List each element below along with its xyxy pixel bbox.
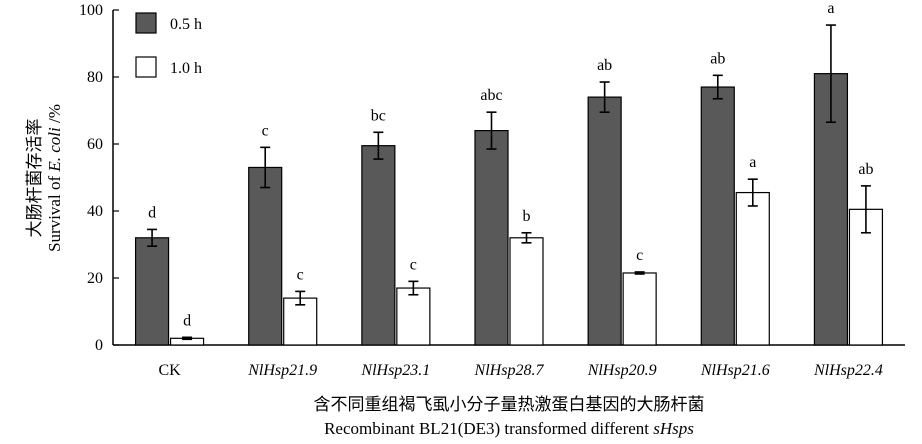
bar-light <box>396 287 431 346</box>
significance-letter: c <box>297 266 304 283</box>
x-axis-title-english: Recombinant BL21(DE3) transformed differ… <box>324 419 694 438</box>
legend-label: 1.0 h <box>170 60 202 77</box>
y-tick-label: 0 <box>95 337 103 354</box>
x-axis-title: 含不同重组褐飞虱小分子量热激蛋白基因的大肠杆菌 Recombinant BL21(… <box>314 395 705 438</box>
x-category-label: NlHsp23.1 <box>360 362 430 379</box>
y-tick-label: 100 <box>79 2 103 19</box>
significance-letter: a <box>827 0 834 17</box>
legend-swatch <box>135 56 157 78</box>
legend-swatch <box>135 12 157 34</box>
bar-dark <box>361 145 396 346</box>
y-tick-label: 40 <box>87 203 103 220</box>
bar-dark <box>700 86 735 346</box>
significance-letter: bc <box>371 107 386 124</box>
y-tick-label: 80 <box>87 69 103 86</box>
x-category-label: NlHsp22.4 <box>813 362 883 379</box>
x-axis-title-chinese: 含不同重组褐飞虱小分子量热激蛋白基因的大肠杆菌 <box>314 395 705 414</box>
x-category-label: NlHsp21.6 <box>700 362 770 379</box>
bar-light <box>283 297 318 346</box>
significance-letter: c <box>636 247 643 264</box>
bar-dark <box>474 130 509 346</box>
significance-letter: abc <box>480 87 502 104</box>
significance-letter: c <box>262 122 269 139</box>
legend-label: 0.5 h <box>170 16 202 33</box>
significance-letter: b <box>523 208 531 225</box>
y-axis-title-english: Survival of E. coli /% <box>45 104 64 252</box>
x-category-label: NlHsp21.9 <box>247 362 317 379</box>
x-category-label: CK <box>158 362 181 379</box>
x-category-label: NlHsp20.9 <box>587 362 657 379</box>
bar-dark <box>134 237 170 346</box>
y-tick-label: 60 <box>87 136 103 153</box>
y-tick-label: 20 <box>87 270 103 287</box>
significance-letter: ab <box>597 57 612 74</box>
significance-letter: d <box>148 204 156 221</box>
legend: 0.5 h 1.0 h <box>135 12 202 78</box>
bar-dark <box>248 166 283 346</box>
significance-letter: a <box>749 154 756 171</box>
y-axis-title: 大肠杆菌存活率 Survival of E. coli /% <box>25 104 64 252</box>
significance-letter: c <box>410 256 417 273</box>
bar-dark <box>587 96 622 346</box>
bar-light <box>509 237 544 346</box>
significance-letter: ab <box>858 161 873 178</box>
x-category-label: NlHsp28.7 <box>474 362 545 379</box>
significance-letter: d <box>183 312 191 329</box>
bar-light <box>622 272 657 346</box>
significance-letter: ab <box>710 50 725 67</box>
y-axis-title-chinese: 大肠杆菌存活率 <box>25 119 44 238</box>
bar-light <box>735 191 770 346</box>
plot-area: 020406080100CKddNlHsp21.9ccNlHsp23.1bccN… <box>79 0 905 379</box>
